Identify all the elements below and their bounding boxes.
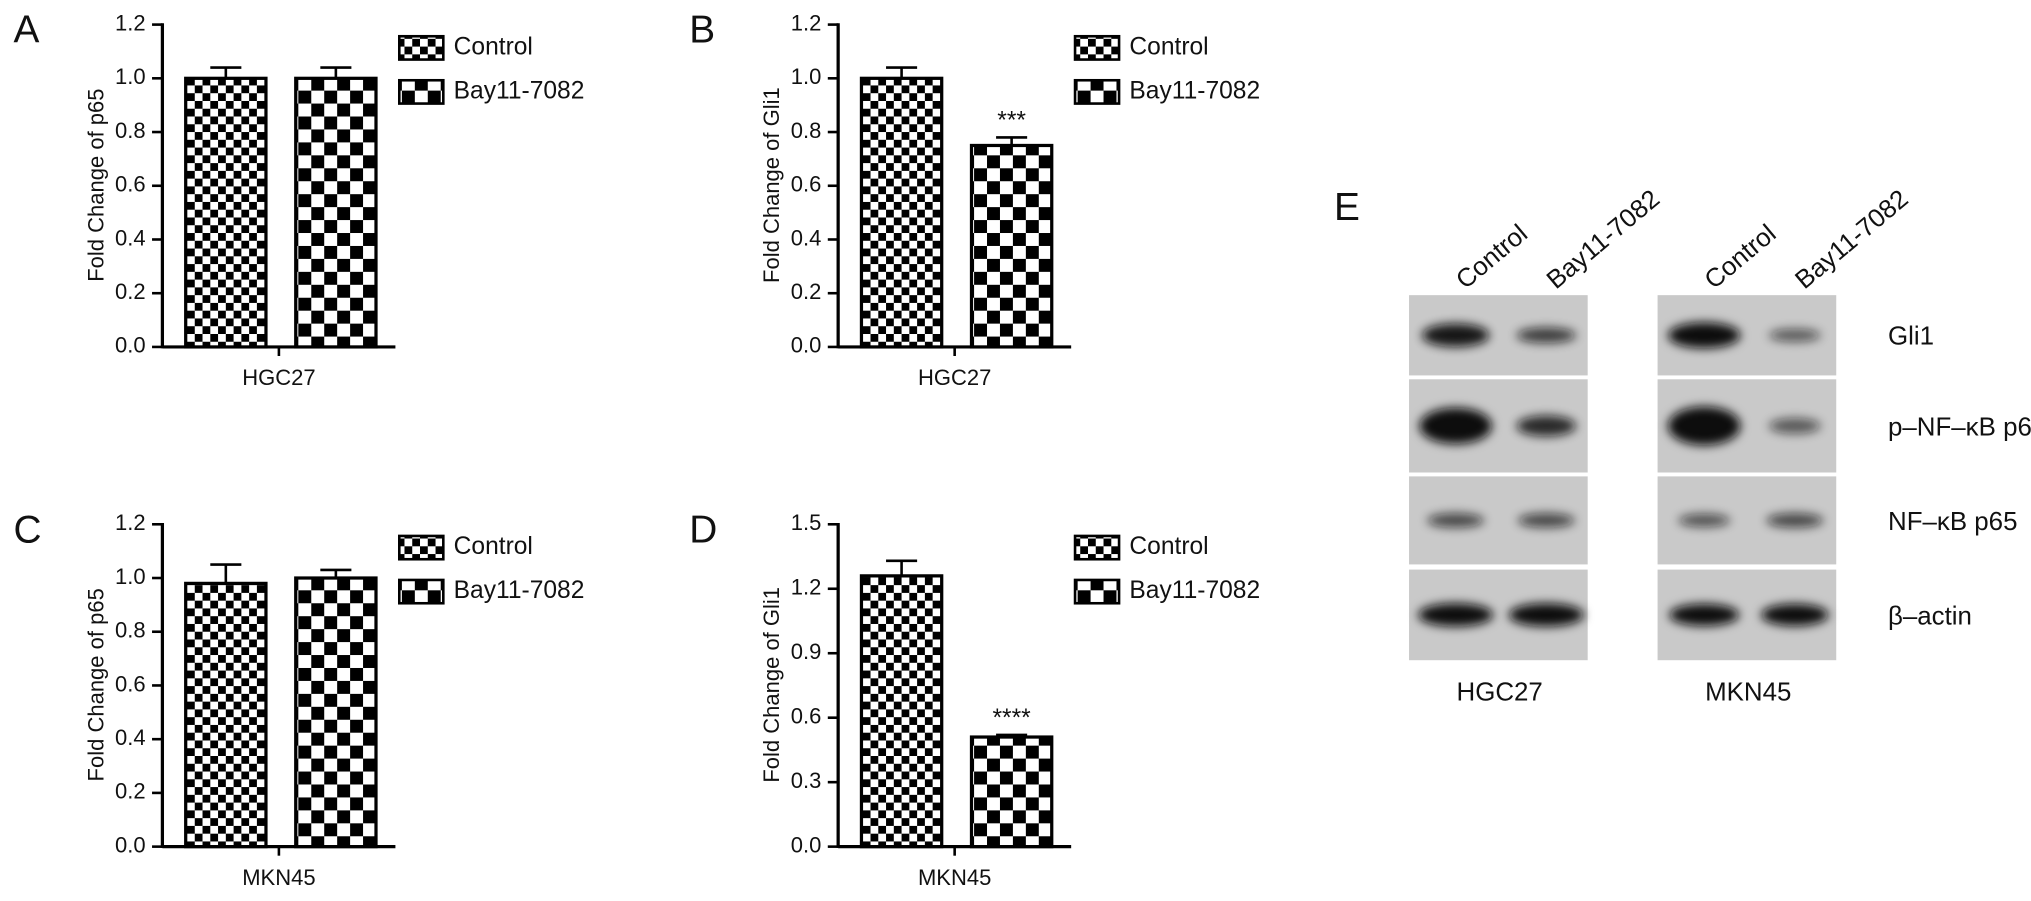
legend-swatch	[398, 578, 445, 605]
y-tick-label: 0.3	[791, 768, 822, 793]
legend-swatch	[1073, 78, 1121, 105]
bar	[969, 143, 1054, 349]
blot-band	[1669, 603, 1740, 626]
legend-swatch	[1073, 534, 1121, 561]
legend-label: Control	[454, 33, 533, 60]
y-tick-label: 0.2	[115, 779, 146, 804]
legend-swatch	[1073, 578, 1121, 605]
lane-label: Control	[1700, 220, 1782, 295]
y-tick-label: 0.6	[791, 704, 822, 729]
protein-label: p–NF–κB p65	[1888, 413, 2031, 441]
y-tick-label: 1.2	[791, 575, 822, 600]
bar-chart: B Fold Change of Gli1 0.0 0.2 0.4 0.6 0.8 1.0 1.…	[689, 9, 1260, 390]
y-tick-label: 1.0	[115, 564, 146, 589]
significance: ****	[992, 705, 1031, 732]
legend-swatch	[398, 78, 445, 105]
x-tick-label: MKN45	[242, 865, 315, 890]
bar	[859, 574, 944, 849]
legend-swatch	[1073, 34, 1121, 61]
y-axis-label: Fold Change of p65	[83, 88, 108, 281]
blot-band	[1508, 603, 1584, 627]
lane-label: Control	[1451, 220, 1533, 295]
x-tick-label: MKN45	[918, 865, 991, 890]
bar	[969, 735, 1054, 849]
y-axis-label: Fold Change of Gli1	[759, 587, 784, 783]
y-tick-label: 0.8	[115, 618, 146, 643]
legend-swatch	[398, 534, 445, 561]
y-tick-label: 0.6	[115, 671, 146, 696]
bar	[184, 581, 268, 849]
bar	[294, 576, 378, 849]
y-tick-label: 0.6	[115, 172, 146, 197]
y-tick-label: 1.2	[791, 10, 822, 35]
blot-band	[1678, 513, 1731, 527]
bar	[184, 76, 268, 349]
blot-band	[1418, 603, 1494, 627]
blot-band	[1419, 407, 1492, 445]
y-tick-label: 1.0	[791, 64, 822, 89]
protein-label: Gli1	[1888, 323, 1934, 351]
bar	[294, 76, 378, 349]
blot-band	[1667, 322, 1741, 349]
y-tick-label: 1.0	[115, 64, 146, 89]
y-tick-label: 0.8	[791, 118, 822, 143]
y-tick-label: 0.2	[791, 279, 822, 304]
y-tick-label: 0.8	[115, 118, 146, 143]
legend-label: Bay11-7082	[1129, 77, 1260, 104]
lane-label: Bay11-7082	[1542, 185, 1665, 295]
bar-chart: D Fold Change of Gli1 0.0 0.3 0.6 0.9 1.2 1.5 MK…	[689, 508, 1260, 889]
legend-label: Control	[1129, 33, 1208, 60]
x-tick-label: HGC27	[242, 365, 315, 390]
panel-label: D	[689, 508, 717, 551]
cell-line-label: HGC27	[1457, 679, 1543, 707]
bar-chart: A Fold Change of p65 0.0 0.2 0.4 0.6 0.8 1.0 1.2…	[14, 9, 585, 390]
blot-band	[1516, 415, 1577, 437]
panel-label: C	[14, 508, 42, 551]
y-tick-label: 1.2	[115, 510, 146, 535]
legend-label: Control	[1129, 533, 1208, 560]
protein-label: NF–κB p65	[1888, 508, 2017, 536]
y-tick-label: 0.0	[791, 333, 822, 358]
panel-label: A	[14, 9, 40, 52]
blot-band	[1427, 513, 1485, 528]
y-axis-label: Fold Change of Gli1	[759, 87, 784, 283]
blot-band	[1766, 513, 1824, 528]
blot-band	[1517, 513, 1575, 528]
blot-band	[1768, 418, 1821, 434]
y-tick-label: 0.0	[115, 333, 146, 358]
panel-label: E	[1334, 186, 1360, 229]
x-tick-label: HGC27	[918, 365, 991, 390]
legend-label: Bay11-7082	[454, 577, 585, 604]
y-tick-label: 0.9	[791, 639, 822, 664]
blot-band	[1768, 328, 1821, 342]
cell-line-label: MKN45	[1705, 679, 1791, 707]
y-tick-label: 0.6	[791, 172, 822, 197]
y-tick-label: 1.5	[791, 510, 822, 535]
y-axis-label: Fold Change of p65	[83, 588, 108, 781]
blot-band	[1421, 323, 1490, 347]
legend-label: Control	[454, 533, 533, 560]
y-tick-label: 0.2	[115, 279, 146, 304]
bar	[859, 76, 944, 349]
blot-band	[1516, 327, 1577, 344]
y-tick-label: 0.4	[115, 725, 146, 750]
legend-label: Bay11-7082	[1129, 577, 1260, 604]
y-tick-label: 0.4	[791, 225, 822, 250]
significance: ***	[997, 107, 1026, 134]
lane-label: Bay11-7082	[1790, 185, 1913, 295]
y-tick-label: 1.2	[115, 10, 146, 35]
protein-label: β–actin	[1888, 602, 1972, 630]
legend-label: Bay11-7082	[454, 77, 585, 104]
blot-band	[1761, 603, 1829, 626]
legend-swatch	[398, 34, 445, 61]
y-tick-label: 0.4	[115, 225, 146, 250]
bar-chart: C Fold Change of p65 0.0 0.2 0.4 0.6 0.8 1.0 1.2…	[14, 508, 585, 889]
y-tick-label: 0.0	[115, 832, 146, 857]
y-tick-label: 0.0	[791, 832, 822, 857]
blot-band	[1667, 406, 1741, 446]
panel-label: B	[689, 9, 715, 52]
